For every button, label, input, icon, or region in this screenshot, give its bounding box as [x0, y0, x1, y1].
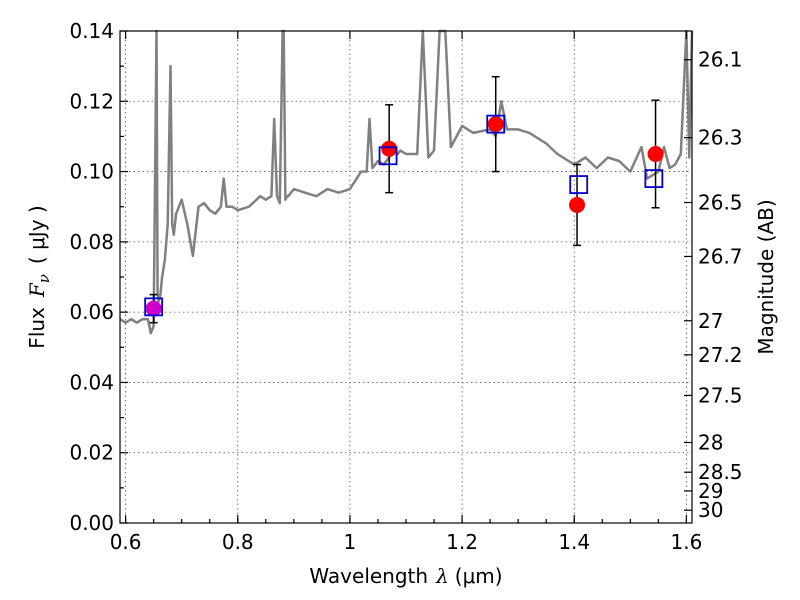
- grid-layer: [120, 30, 692, 524]
- magnitude-tick-label: 27: [698, 309, 723, 333]
- y-tick-label: 0.06: [69, 300, 114, 324]
- y-tick-label: 0.14: [69, 19, 114, 43]
- magnitude-axis-title: Magnitude (AB): [754, 199, 778, 354]
- magnitude-tick-label: 30: [698, 498, 723, 522]
- magnitude-tick-label: 28: [698, 430, 723, 454]
- model-square: [144, 297, 164, 317]
- x-tick-label: 0.6: [110, 530, 142, 554]
- model-square: [569, 175, 589, 194]
- plot-frame: [119, 30, 693, 524]
- magnitude-tick-label: 28.5: [698, 460, 743, 484]
- x-tick-label: 1.6: [670, 530, 702, 554]
- magnitude-tick-label: 26.5: [698, 190, 743, 214]
- y-axis-title-unit: ( μJy ): [25, 205, 49, 264]
- y-axis-title-subscript: ν: [35, 274, 53, 283]
- x-axis-title: Wavelength λ (μm): [309, 564, 502, 588]
- spectrum-line: [119, 29, 694, 335]
- y-tick-label: 0.00: [69, 511, 114, 535]
- magnitude-tick-label: 26.1: [698, 48, 743, 72]
- x-tick-label: 0.8: [222, 530, 254, 554]
- observed-point: [381, 140, 398, 157]
- magnitude-tick-label: 26.3: [698, 126, 743, 150]
- observed-point: [145, 300, 162, 317]
- magnitude-tick-label: 27.2: [698, 343, 743, 367]
- observed-point: [569, 196, 586, 213]
- magnitude-tick-label: 26.7: [698, 244, 743, 268]
- x-tick-label: 1: [344, 530, 357, 554]
- x-tick-label: 1.4: [558, 530, 590, 554]
- model-square: [486, 114, 506, 134]
- labels-layer: 0.6 0.8 1 1.2 1.4 1.6 0.00 0.02 0.04 0.06 0.08 0.10…: [69, 19, 742, 554]
- x-tick-label: 1.2: [446, 530, 478, 554]
- model-square: [644, 169, 664, 189]
- ticks-layer: [120, 30, 692, 524]
- y-tick-label: 0.04: [69, 370, 114, 394]
- observed-point: [647, 146, 664, 162]
- x-axis-title-unit: (μm): [455, 564, 503, 588]
- y-axis-title-symbol: F: [25, 282, 49, 298]
- y-tick-label: 0.10: [69, 160, 114, 184]
- x-axis-title-symbol: λ: [435, 564, 449, 588]
- magnitude-tick-label: 27.5: [698, 383, 743, 407]
- magnitude-tick-label: 29: [698, 479, 723, 503]
- y-axis-title-text: Flux: [25, 307, 49, 349]
- observed-point: [487, 116, 504, 133]
- y-tick-label: 0.08: [69, 230, 114, 254]
- y-tick-label: 0.12: [69, 89, 114, 113]
- spectrum-layer: [119, 29, 694, 335]
- model-square: [378, 146, 398, 166]
- x-axis-title-text: Wavelength: [309, 564, 428, 588]
- points-layer: [145, 116, 664, 317]
- squares-layer: [144, 114, 664, 317]
- y-tick-label: 0.02: [69, 441, 114, 465]
- y-axis-title: Flux Fν ( μJy ): [25, 205, 53, 348]
